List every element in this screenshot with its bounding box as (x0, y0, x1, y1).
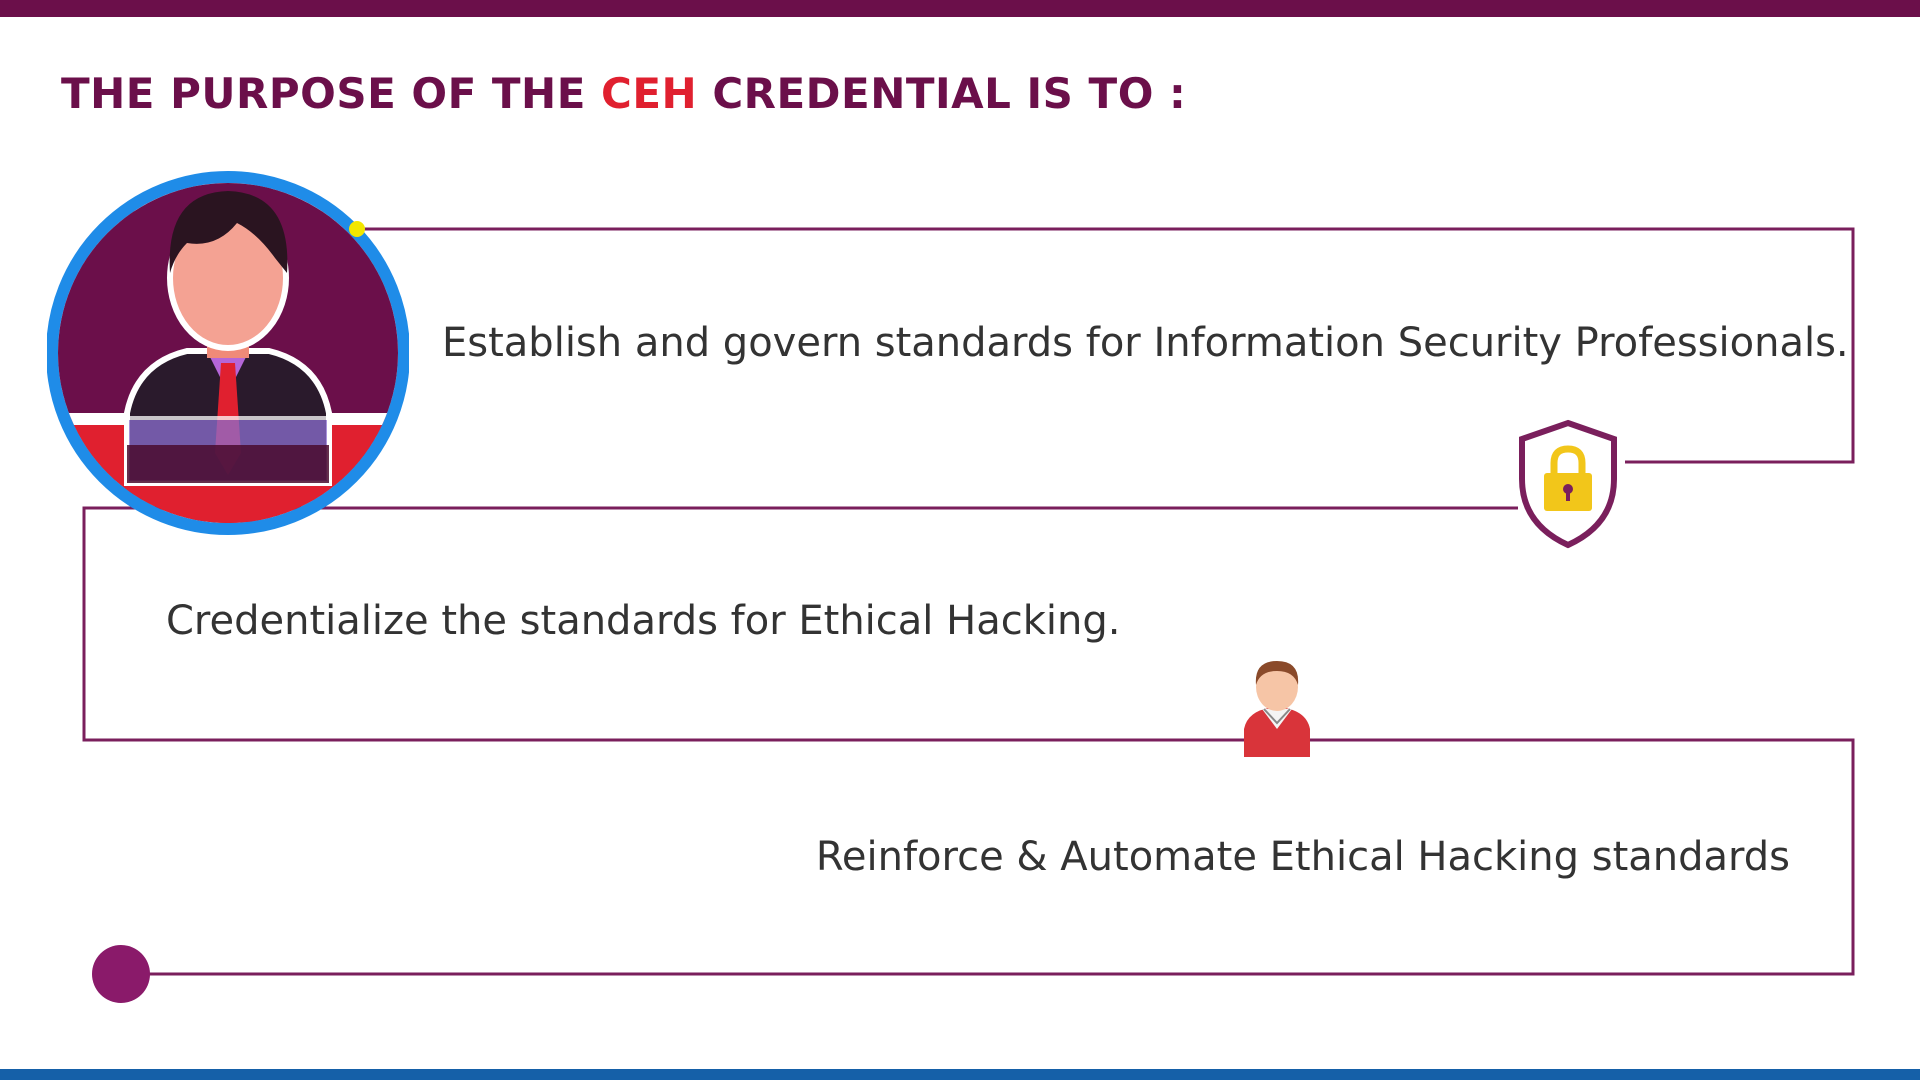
top-accent-bar (0, 0, 1920, 17)
ring-accent-dot (349, 221, 365, 237)
person-icon (1244, 661, 1310, 757)
title-highlight: CEH (601, 69, 698, 118)
step-2-text: Credentialize the standards for Ethical … (166, 598, 1121, 644)
shield-lock-icon (1519, 419, 1617, 549)
businessman-avatar-icon (47, 171, 409, 535)
title-suffix: CREDENTIAL IS TO : (697, 69, 1187, 118)
bottom-accent-bar (0, 1069, 1920, 1080)
end-dot (92, 945, 150, 1003)
step-3-text: Reinforce & Automate Ethical Hacking sta… (815, 834, 1790, 880)
title-prefix: THE PURPOSE OF THE (61, 69, 602, 118)
page-title: THE PURPOSE OF THE CEH CREDENTIAL IS TO … (61, 66, 1186, 122)
avatar-ring (47, 171, 409, 535)
connector-path (355, 227, 1855, 464)
connector-path-middle (82, 506, 1855, 976)
step-1-text: Establish and govern standards for Infor… (442, 320, 1849, 366)
